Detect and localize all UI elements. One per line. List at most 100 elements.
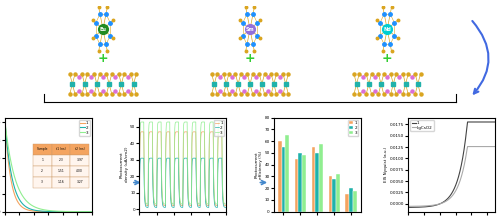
3 (208, 121, 214, 123)
FancyArrowPatch shape (472, 21, 488, 94)
Text: Eu: Eu (100, 27, 106, 32)
2 (43, 210, 49, 213)
Legend: 1, 2, 3: 1, 2, 3 (348, 120, 358, 136)
Bar (294, 159, 298, 212)
1 (86, 210, 92, 213)
Y-axis label: Photocurrent
efficiency (%): Photocurrent efficiency (%) (254, 151, 263, 179)
Bar (332, 179, 336, 212)
3 (188, 203, 194, 205)
Text: +: + (244, 52, 256, 65)
1 (188, 205, 194, 207)
2 (193, 159, 199, 162)
3 (44, 209, 50, 211)
3 (73, 210, 79, 213)
LgCsO2 (492, 145, 498, 148)
1 (465, 121, 471, 123)
2 (88, 210, 94, 213)
1 (492, 121, 498, 123)
1 (414, 206, 420, 208)
Bar (353, 191, 356, 212)
3 (223, 203, 229, 205)
Bar (346, 194, 349, 212)
Y-axis label: Photocurrent
density (uA/cm2): Photocurrent density (uA/cm2) (120, 147, 128, 183)
3 (152, 202, 158, 205)
1 (152, 204, 158, 207)
1 (208, 131, 214, 133)
Line: 1: 1 (140, 132, 226, 206)
1 (406, 206, 411, 209)
LgCsO2 (464, 145, 470, 148)
2 (201, 157, 207, 159)
LgCsO2 (444, 200, 450, 202)
3 (193, 125, 199, 128)
Line: 3: 3 (5, 122, 92, 212)
Bar (336, 174, 340, 212)
LgCsO2 (465, 145, 471, 148)
Bar (298, 153, 302, 212)
3 (54, 210, 60, 212)
LgCsO2 (440, 201, 446, 204)
Y-axis label: EIS Nyquist (a.u.): EIS Nyquist (a.u.) (384, 147, 388, 182)
Legend: 1, 2, 3: 1, 2, 3 (214, 120, 224, 136)
Bar (302, 155, 306, 212)
2 (86, 210, 92, 213)
3 (43, 209, 49, 211)
1 (223, 205, 229, 207)
1 (73, 210, 79, 213)
3 (201, 121, 207, 123)
Text: +: + (382, 52, 392, 65)
1 (474, 121, 480, 123)
1 (170, 204, 175, 207)
1 (136, 205, 142, 207)
Line: 2: 2 (140, 158, 226, 207)
2 (136, 206, 142, 209)
1 (473, 121, 479, 123)
2 (73, 210, 79, 213)
2 (44, 210, 50, 213)
1 (54, 210, 60, 213)
Text: Nd: Nd (384, 27, 391, 32)
1 (464, 121, 470, 123)
Line: 1: 1 (408, 122, 495, 207)
Bar (282, 147, 285, 212)
LgCsO2 (474, 145, 480, 148)
Bar (278, 141, 281, 212)
1 (201, 130, 207, 133)
Bar (285, 135, 289, 212)
2 (170, 206, 175, 208)
3 (136, 203, 142, 205)
Line: 1: 1 (5, 122, 92, 212)
Text: +: + (98, 52, 108, 65)
3 (88, 210, 94, 213)
Line: 3: 3 (140, 122, 226, 204)
Line: LgCsO2: LgCsO2 (408, 147, 495, 206)
1 (219, 130, 225, 133)
2 (54, 210, 60, 213)
1 (444, 199, 450, 201)
1 (44, 210, 50, 213)
LgCsO2 (473, 145, 479, 148)
1 (49, 210, 55, 213)
2 (223, 206, 229, 209)
Bar (328, 176, 332, 212)
2 (2, 121, 8, 124)
2 (219, 157, 225, 159)
2 (152, 206, 158, 208)
Bar (316, 153, 319, 212)
3 (49, 210, 55, 212)
Legend: 1, 2, 3: 1, 2, 3 (79, 120, 90, 136)
1 (2, 121, 8, 124)
3 (2, 121, 8, 124)
2 (188, 206, 194, 209)
1 (88, 210, 94, 213)
3 (219, 121, 225, 123)
3 (86, 210, 92, 213)
1 (440, 201, 446, 203)
1 (43, 210, 49, 213)
LgCsO2 (406, 205, 411, 208)
LgCsO2 (414, 205, 420, 208)
Line: 2: 2 (5, 122, 92, 212)
3 (170, 202, 175, 205)
Bar (319, 144, 323, 212)
Bar (349, 188, 353, 212)
